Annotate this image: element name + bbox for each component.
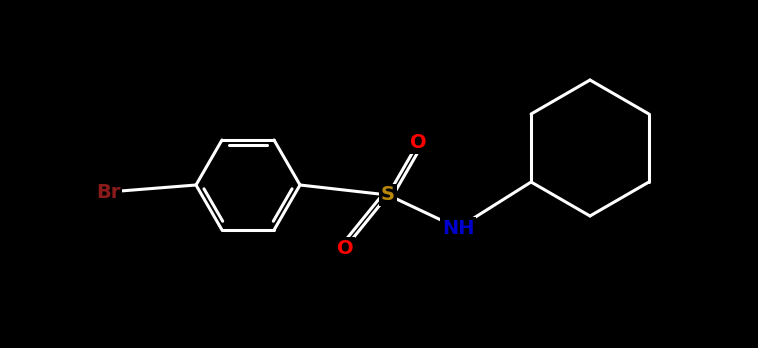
Text: O: O <box>337 238 353 258</box>
Text: O: O <box>409 134 426 152</box>
Text: NH: NH <box>442 219 475 237</box>
Text: S: S <box>381 185 395 205</box>
Text: Br: Br <box>96 182 121 201</box>
